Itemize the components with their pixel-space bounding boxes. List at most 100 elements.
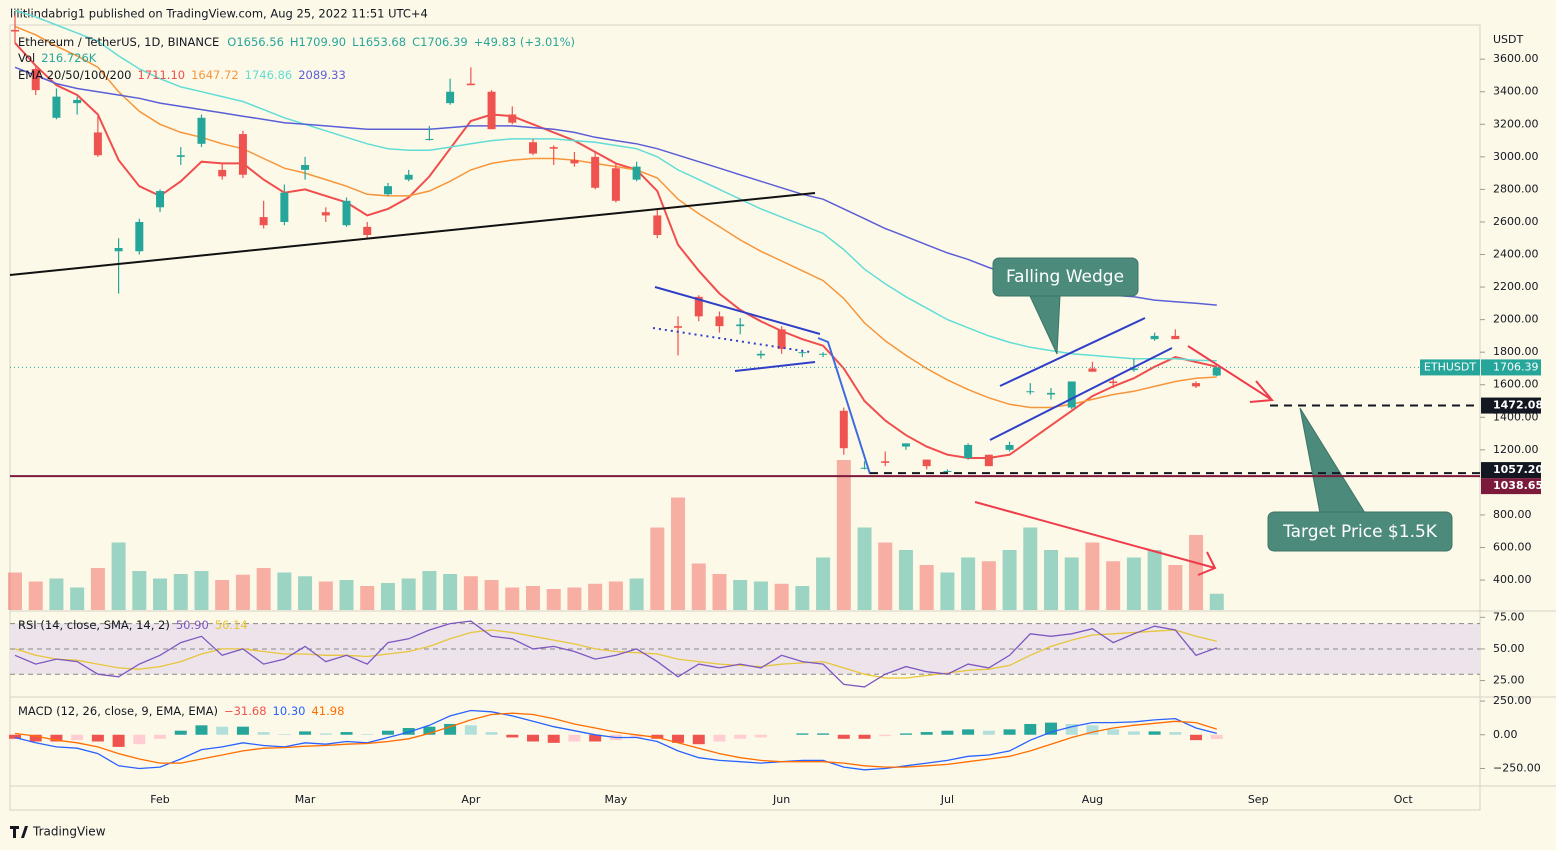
wedge-line xyxy=(654,286,821,335)
y-tick-label: 600.00 xyxy=(1493,541,1532,554)
callout-pointer xyxy=(1299,407,1366,514)
candle-body xyxy=(342,200,351,226)
macd-histogram-bar xyxy=(527,734,539,742)
volume-bar xyxy=(173,574,188,610)
candle-body xyxy=(1171,335,1180,340)
volume-bar xyxy=(484,580,499,610)
volume-value: 216.726K xyxy=(41,51,97,65)
volume-bar xyxy=(940,572,955,610)
projection-line xyxy=(817,337,871,475)
candle-body xyxy=(839,410,848,449)
volume-bar xyxy=(153,578,168,610)
volume-bar xyxy=(235,574,250,610)
candle-body xyxy=(964,444,973,458)
series-line xyxy=(14,629,1217,679)
y-tick-label: 0.00 xyxy=(1493,728,1518,741)
candle-body xyxy=(404,174,413,180)
macd-histogram-bar xyxy=(1210,734,1223,740)
macd-histogram-bar xyxy=(381,730,394,735)
macd-histogram-bar xyxy=(154,734,167,739)
candle-body xyxy=(674,326,683,328)
y-tick-label: 75.00 xyxy=(1493,610,1525,623)
macd-histogram-bar xyxy=(651,734,664,739)
volume-bar xyxy=(90,568,105,610)
volume-bar xyxy=(919,565,934,610)
annotation: Target Price $1.5K xyxy=(1282,522,1438,542)
candle-body xyxy=(1005,444,1014,450)
volume-bar xyxy=(215,580,230,610)
series-line xyxy=(14,9,1217,362)
symbol: Ethereum / TetherUS, 1D, BINANCE xyxy=(18,35,219,49)
candle-body xyxy=(73,99,82,104)
macd-histogram-bar xyxy=(423,726,436,735)
macd-histogram-bar xyxy=(837,734,850,739)
macd-histogram-bar xyxy=(257,732,270,735)
volume-bar xyxy=(1002,550,1017,610)
volume-bar xyxy=(70,587,85,610)
volume-bar xyxy=(1209,593,1224,610)
candle-body xyxy=(1129,368,1138,371)
candle-body xyxy=(549,147,558,149)
macd-histogram-bar xyxy=(464,725,477,735)
macd-histogram-bar xyxy=(340,732,353,735)
macd-histogram-bar xyxy=(1086,725,1099,735)
candle-body xyxy=(570,160,579,164)
macd-histogram-bar xyxy=(236,726,249,735)
x-tick-label: Oct xyxy=(1394,793,1414,806)
volume-bar xyxy=(443,574,458,610)
candle-body xyxy=(881,461,890,463)
drawings xyxy=(9,192,1480,576)
level-tag xyxy=(1481,397,1541,414)
volume-bar xyxy=(1044,550,1058,610)
candle-body xyxy=(694,296,703,317)
y-tick-label: −250.00 xyxy=(1493,761,1541,774)
candle-body xyxy=(259,217,268,226)
wedge-line xyxy=(652,327,811,353)
macd-histogram-bar xyxy=(547,734,560,743)
candle-body xyxy=(736,324,745,327)
macd-histogram-bar xyxy=(1024,723,1037,735)
candle-body xyxy=(156,191,165,208)
macd-value: −31.68 xyxy=(224,704,267,718)
candle-body xyxy=(653,215,662,235)
wedge-line xyxy=(999,317,1146,387)
candle-body xyxy=(176,155,185,157)
macd-histogram-bar xyxy=(174,730,187,735)
candle-body xyxy=(11,29,19,32)
level-label: 1057.20 xyxy=(1493,463,1543,476)
volume-bar xyxy=(774,583,789,610)
candle-body xyxy=(280,192,289,222)
candle-body xyxy=(632,166,641,180)
volume-bar xyxy=(836,460,851,610)
macd-histogram-bar xyxy=(879,734,892,737)
x-tick-label: Apr xyxy=(461,793,481,806)
ema-value: 2089.33 xyxy=(298,68,346,82)
y-tick-label: 400.00 xyxy=(1493,573,1532,586)
y-tick-label: 800.00 xyxy=(1493,508,1532,521)
volume-bar xyxy=(1168,565,1183,610)
macd-histogram-bar xyxy=(672,734,685,743)
x-tick-label: May xyxy=(605,793,628,806)
candle-body xyxy=(363,226,372,235)
volume-bar xyxy=(1189,535,1204,610)
macd-histogram-bar xyxy=(50,734,63,742)
macd-legend: MACD (12, 26, close, 9, EMA, EMA) −31.68 1… xyxy=(18,704,344,718)
volume-bar xyxy=(1126,557,1141,610)
macd-histogram-bar xyxy=(29,734,42,742)
macd-histogram-bar xyxy=(1045,722,1057,735)
series-line xyxy=(14,712,1217,768)
candle-body xyxy=(93,132,102,156)
macd-value: 10.30 xyxy=(273,704,306,718)
candle-body xyxy=(52,96,61,118)
candle-body xyxy=(1047,392,1055,395)
y-tick-label: 250.00 xyxy=(1493,694,1532,707)
level-tag xyxy=(1481,478,1541,495)
volume-bar xyxy=(816,557,831,610)
volume-label: Vol xyxy=(18,51,35,65)
volume-bar xyxy=(422,571,437,610)
candle-body xyxy=(487,91,496,130)
y-tick-label: 2800.00 xyxy=(1493,182,1539,195)
volume-bar xyxy=(318,581,333,610)
ohlc: C1706.39 xyxy=(412,35,468,49)
